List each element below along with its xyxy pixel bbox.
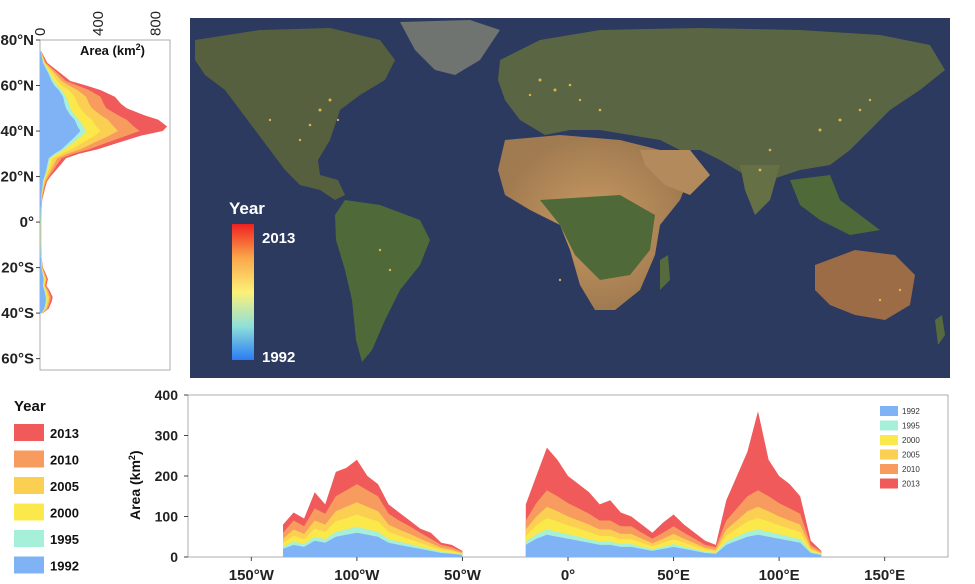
map-colorbar: Year 2013 1992	[229, 199, 295, 366]
legend-swatch-1992	[14, 556, 44, 574]
bottom-legend-label-1995: 1995	[902, 422, 920, 431]
bottom-area-1992	[525, 534, 822, 557]
land-south-america	[335, 200, 430, 362]
left-chart-x-ticks: 0 400 800	[32, 11, 165, 36]
bottom-legend-label-2010: 2010	[902, 465, 920, 474]
legend-swatch-2013	[14, 424, 44, 441]
bottom-legend-swatch-2010	[880, 464, 898, 474]
land-madagascar	[660, 255, 670, 290]
bottom-x-tick-label: 50°E	[657, 567, 690, 584]
bottom-x-tick-label: 150°W	[229, 567, 275, 584]
land-southeast-asia	[790, 175, 880, 235]
bottom-legend-swatch-2000	[880, 435, 898, 445]
main-legend-title: Year	[14, 398, 46, 415]
legend-swatch-1995	[14, 530, 44, 547]
land-eurasia	[498, 28, 945, 180]
left-lat-label: 80°N	[0, 32, 34, 49]
left-lat-label: 40°S	[1, 305, 34, 322]
left-chart-axis-title: Area (km2)	[80, 42, 145, 58]
main-legend: Year 2013 2010 2005 2000 1995 1992	[14, 398, 79, 574]
land-arabia	[640, 150, 710, 195]
legend-label-2000: 2000	[50, 506, 79, 521]
bottom-legend-swatch-1995	[880, 420, 898, 431]
left-x-tick-label: 400	[90, 11, 107, 36]
legend-label-2005: 2005	[50, 479, 79, 494]
bottom-chart-areas	[283, 411, 822, 557]
land-new-zealand	[935, 315, 945, 345]
land-australia	[815, 250, 915, 320]
legend-label-1995: 1995	[50, 532, 79, 547]
bottom-legend-label-2000: 2000	[902, 436, 920, 445]
colorbar-title: Year	[229, 199, 265, 218]
bottom-legend-swatch-2013	[880, 478, 898, 489]
legend-swatch-2000	[14, 503, 44, 521]
land-greenland	[400, 20, 500, 75]
bottom-chart-y-ticks: 400 300 200 100 0	[155, 387, 188, 565]
left-area-1992	[40, 51, 81, 314]
bottom-y-tick-label: 100	[155, 509, 179, 525]
left-x-tick-label: 800	[148, 11, 165, 36]
legend-swatch-2010	[14, 450, 44, 468]
bottom-legend-label-2005: 2005	[902, 451, 920, 460]
legend-swatch-2005	[14, 477, 44, 494]
left-lat-label: 60°S	[1, 351, 34, 368]
bottom-x-tick-label: 100°W	[334, 567, 380, 584]
bottom-legend-label-1992: 1992	[902, 407, 920, 416]
legend-label-1992: 1992	[50, 559, 79, 574]
colorbar-min-label: 1992	[262, 349, 295, 366]
left-chart-areas	[40, 51, 168, 314]
left-lat-label: 0°	[20, 214, 34, 231]
left-chart-latitude-labels: 80°N 60°N 40°N 20°N 0° 20°S 40°S 60°S	[0, 32, 40, 368]
bottom-chart-x-ticks: 150°W 100°W 50°W 0° 50°E 100°E 150°E	[229, 557, 905, 584]
legend-label-2013: 2013	[50, 426, 79, 441]
left-lat-label: 20°N	[0, 169, 34, 186]
bottom-legend-swatch-1992	[880, 406, 898, 416]
bottom-chart-y-label: Area (km2)	[127, 450, 143, 520]
bottom-x-tick-label: 0°	[561, 567, 575, 584]
bottom-legend-label-2013: 2013	[902, 480, 920, 489]
left-latitude-chart: 0 400 800 80°N 60°N 40°N 20°N 0° 20°S 40°S 60°S A…	[0, 11, 171, 371]
left-lat-label: 60°N	[0, 78, 34, 95]
legend-label-2010: 2010	[50, 453, 79, 468]
colorbar-gradient	[232, 224, 254, 360]
bottom-chart-legend: 1992 1995 2000 2005 2010 2013	[880, 406, 920, 489]
bottom-x-tick-label: 100°E	[759, 567, 800, 584]
bottom-area-1992	[283, 532, 463, 557]
bottom-legend-swatch-2005	[880, 449, 898, 460]
main-legend-items: 2013 2010 2005 2000 1995 1992	[14, 424, 79, 574]
bottom-x-tick-label: 50°W	[444, 567, 482, 584]
bottom-x-tick-label: 150°E	[864, 567, 905, 584]
land-india	[740, 165, 780, 215]
land-central-africa	[540, 195, 655, 280]
land-north-america	[195, 28, 395, 200]
colorbar-max-label: 2013	[262, 230, 295, 247]
world-map	[190, 18, 950, 378]
left-lat-label: 20°S	[1, 260, 34, 277]
bottom-y-tick-label: 0	[170, 549, 178, 565]
left-x-tick-label: 0	[32, 28, 49, 36]
city-lights	[268, 78, 902, 302]
left-lat-label: 40°N	[0, 123, 34, 140]
bottom-y-tick-label: 300	[155, 428, 179, 444]
bottom-y-tick-label: 200	[155, 468, 179, 484]
bottom-y-tick-label: 400	[155, 387, 179, 403]
